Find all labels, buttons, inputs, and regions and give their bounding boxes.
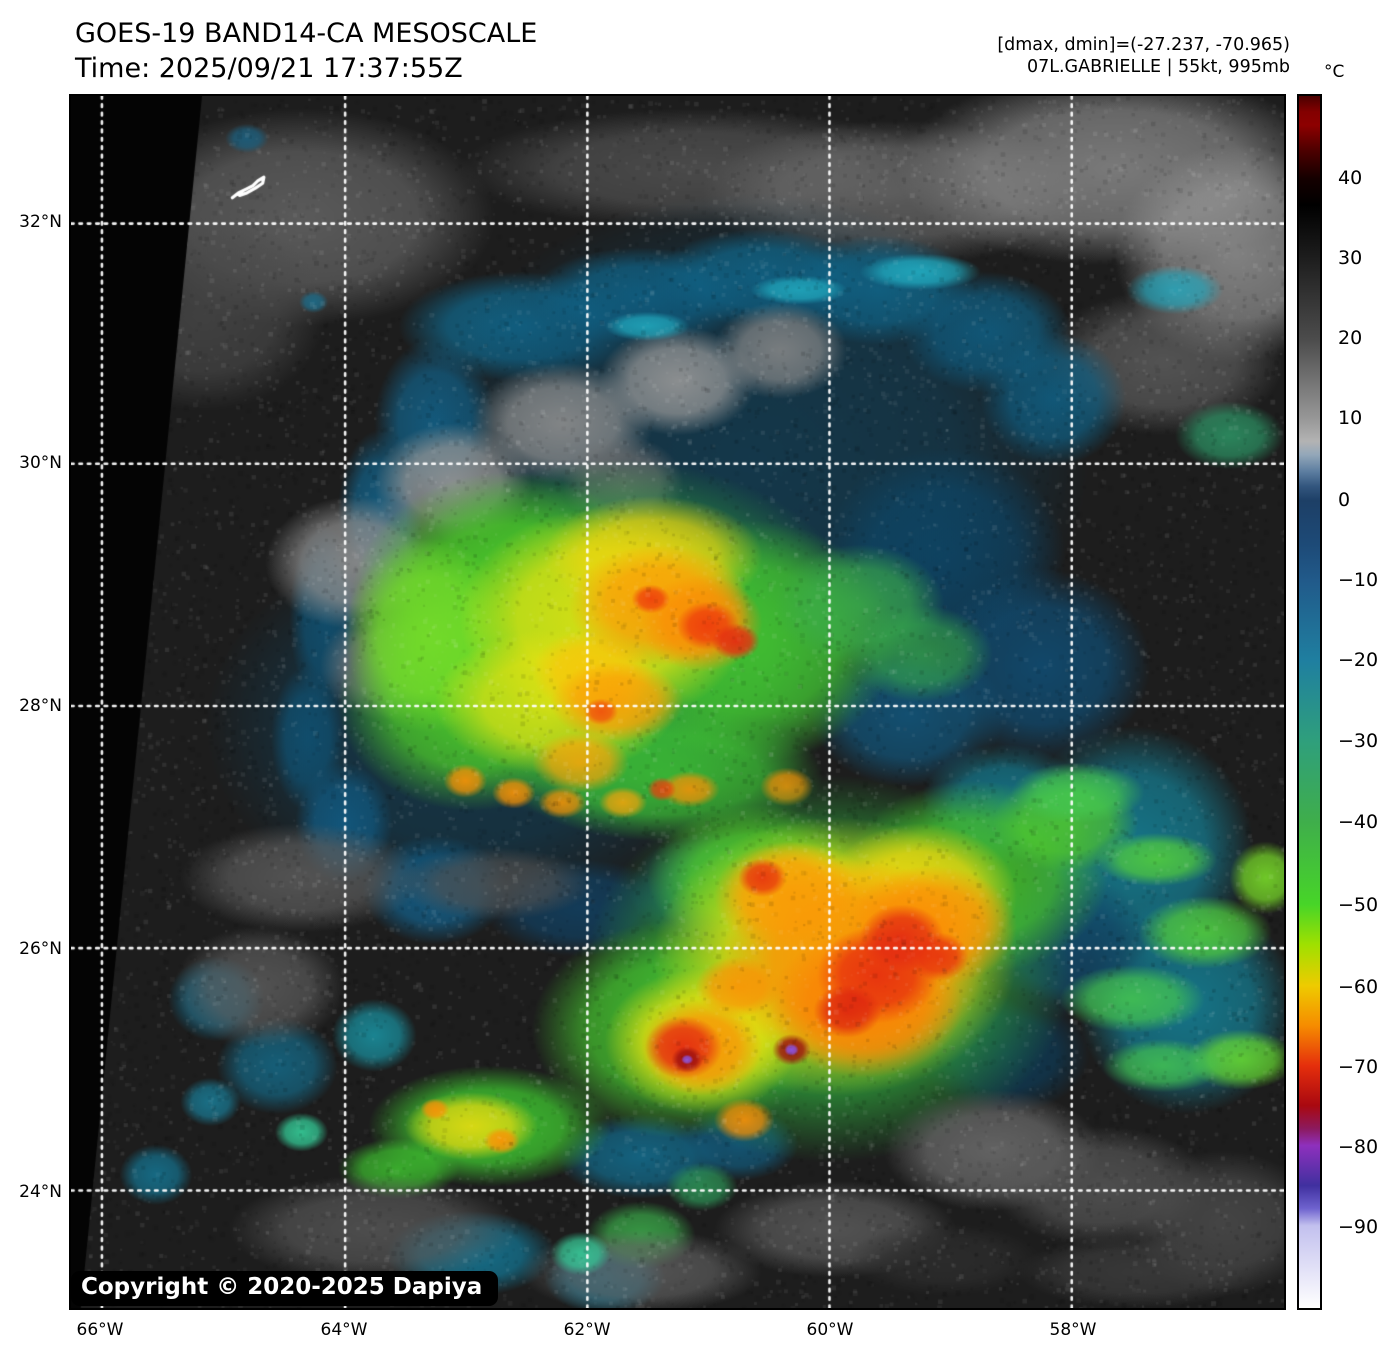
title-line1: GOES-19 BAND14-CA MESOSCALE (75, 18, 538, 49)
colorbar-tick-label: 40 (1338, 167, 1363, 190)
colorbar-tick-label: 10 (1338, 406, 1363, 429)
colorbar-tick-label: −40 (1338, 811, 1379, 834)
colorbar-tick-label: −90 (1338, 1216, 1379, 1239)
lon-tick-label: 64°W (320, 1320, 368, 1340)
colorbar-tick-label: 20 (1338, 327, 1363, 350)
lat-tick-label: 32°N (19, 212, 62, 233)
title-block: GOES-19 BAND14-CA MESOSCALE Time: 2025/0… (75, 16, 537, 86)
satellite-map-frame: Copyright © 2020-2025 Dapiya (69, 94, 1286, 1310)
lon-tick-label: 66°W (76, 1320, 124, 1340)
storm-info-block: [dmax, dmin]=(-27.237, -70.965) 07L.GABR… (997, 34, 1290, 78)
temperature-colorbar (1297, 94, 1322, 1310)
colorbar-tick-label: −50 (1338, 893, 1379, 916)
info-line2: 07L.GABRIELLE | 55kt, 995mb (1026, 57, 1290, 77)
colorbar-unit-label: °C (1324, 62, 1345, 82)
lon-tick-label: 60°W (806, 1320, 854, 1340)
colorbar-tick-label: −70 (1338, 1056, 1379, 1079)
colorbar-tick-label: −80 (1338, 1136, 1379, 1159)
colorbar-tick-label: −30 (1338, 730, 1379, 753)
lat-tick-label: 26°N (19, 938, 62, 959)
info-line1: [dmax, dmin]=(-27.237, -70.965) (997, 35, 1290, 55)
title-line2: Time: 2025/09/21 17:37:55Z (75, 53, 463, 84)
colorbar-tick-label: −10 (1338, 569, 1379, 592)
lat-tick-label: 30°N (19, 452, 62, 473)
colorbar-tick-label: 30 (1338, 247, 1363, 270)
colorbar-tick-label: −60 (1338, 976, 1379, 999)
colorbar-tick-label: 0 (1338, 489, 1351, 512)
lat-tick-label: 28°N (19, 696, 62, 716)
lon-tick-label: 58°W (1049, 1320, 1097, 1340)
lon-tick-label: 62°W (563, 1320, 611, 1340)
colorbar-tick-label: −20 (1338, 649, 1379, 672)
lat-tick-label: 24°N (19, 1182, 62, 1203)
copyright-badge: Copyright © 2020-2025 Dapiya (71, 1271, 499, 1306)
satellite-map-canvas (71, 96, 1284, 1308)
